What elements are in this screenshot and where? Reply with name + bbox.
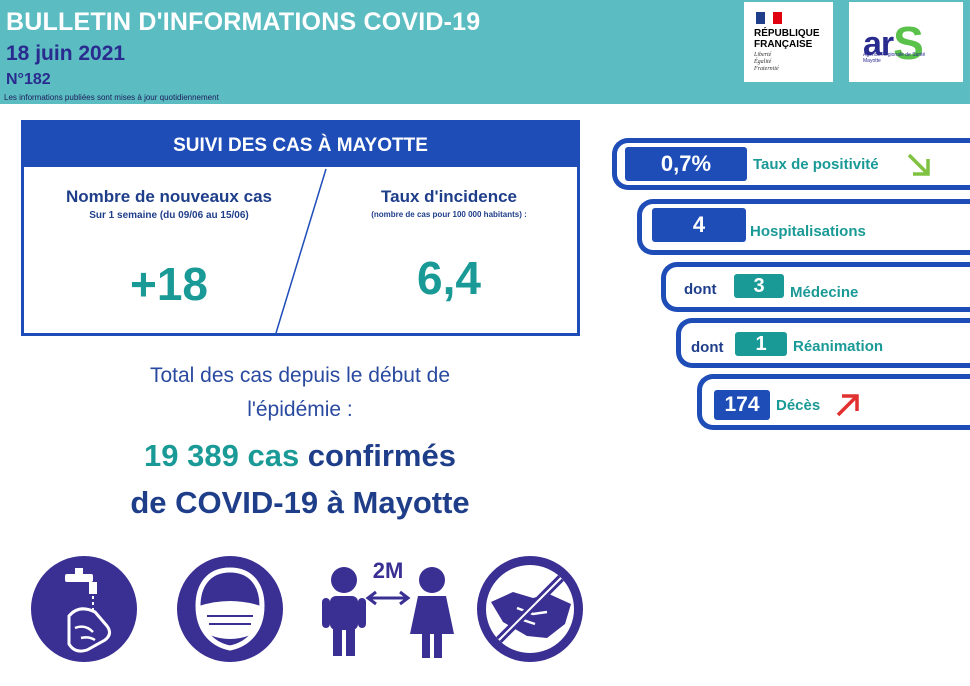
motto-liberte: Liberté — [754, 52, 772, 58]
social-distance-figures-icon — [322, 567, 454, 658]
francaise-text: FRANÇAISE — [754, 39, 813, 50]
no-handshake-icon — [477, 556, 583, 662]
reanimation-value: 1 — [735, 332, 787, 356]
social-distance-icon: 2M — [320, 556, 456, 662]
hospitalisations-value: 4 — [652, 208, 746, 242]
bulletin-number: N°182 — [6, 71, 51, 88]
motto-egalite: Égalité — [754, 59, 772, 65]
ars-region: Mayotte — [863, 58, 881, 64]
update-note: Les informations publiées sont mises à j… — [4, 93, 219, 102]
face-mask-icon — [177, 556, 283, 662]
positivite-pill: 0,7% Taux de positivité — [612, 138, 970, 190]
ars-subtitle: Agence Régionale de Santé — [863, 52, 926, 58]
ars-s-letter: S — [893, 17, 924, 69]
trend-up-arrow-icon — [836, 394, 859, 417]
incidence-title: Taux d'incidence — [381, 187, 517, 206]
total-intro-line2: l'épidémie : — [247, 398, 353, 421]
incidence-subtitle: (nombre de cas pour 100 000 habitants) : — [371, 210, 527, 219]
suivi-cas-card: SUIVI DES CAS À MAYOTTE Nombre de nouvea… — [21, 120, 580, 336]
bulletin-title: BULLETIN D'INFORMATIONS COVID-19 — [6, 8, 481, 36]
deces-label: Décès — [776, 397, 821, 414]
reanimation-dont-label: dont — [691, 339, 724, 356]
trend-down-arrow-icon — [907, 153, 930, 176]
new-cases-value: +18 — [129, 258, 209, 310]
deces-value: 174 — [714, 390, 770, 420]
reanimation-label: Réanimation — [793, 338, 884, 355]
republique-francaise-logo: RÉPUBLIQUE FRANÇAISE Liberté Égalité Fra… — [744, 2, 833, 82]
header-banner: BULLETIN D'INFORMATIONS COVID-19 18 juin… — [0, 0, 970, 104]
medecine-pill: dont 3 Médecine — [661, 262, 970, 312]
handwashing-icon — [31, 556, 137, 662]
bulletin-date: 18 juin 2021 — [6, 42, 126, 65]
french-flag-icon — [756, 12, 783, 24]
deces-pill: 174 Décès — [697, 374, 970, 430]
medecine-dont-label: dont — [684, 281, 717, 298]
medecine-label: Médecine — [790, 284, 859, 301]
ars-logo: arS Agence Régionale de Santé Mayotte — [849, 2, 963, 82]
distance-label: 2M — [372, 558, 404, 583]
ars-word: ar — [863, 25, 894, 63]
total-cases-count: 19 389 cas — [144, 438, 300, 473]
total-confirmed-word: confirmés — [299, 438, 456, 473]
new-cases-period: Sur 1 semaine (du 09/06 au 15/06) — [89, 210, 249, 221]
hospitalisations-label: Hospitalisations — [750, 223, 866, 240]
positivite-label: Taux de positivité — [753, 156, 879, 173]
card-divider — [275, 168, 327, 333]
republique-text: RÉPUBLIQUE — [754, 28, 820, 39]
positivite-value: 0,7% — [625, 147, 747, 181]
suivi-title: SUIVI DES CAS À MAYOTTE — [24, 123, 577, 167]
hospitalisations-pill: 4 Hospitalisations — [637, 199, 970, 255]
total-cases-location: de COVID-19 à Mayotte — [130, 485, 470, 520]
total-intro-line1: Total des cas depuis le début de — [149, 364, 451, 387]
new-cases-title: Nombre de nouveaux cas — [66, 187, 272, 206]
reanimation-pill: dont 1 Réanimation — [676, 318, 970, 368]
medecine-value: 3 — [734, 274, 784, 298]
motto-fraternite: Fraternité — [754, 66, 779, 72]
incidence-value: 6,4 — [417, 252, 481, 304]
total-cases-line: 19 389 cas confirmés — [0, 438, 600, 474]
